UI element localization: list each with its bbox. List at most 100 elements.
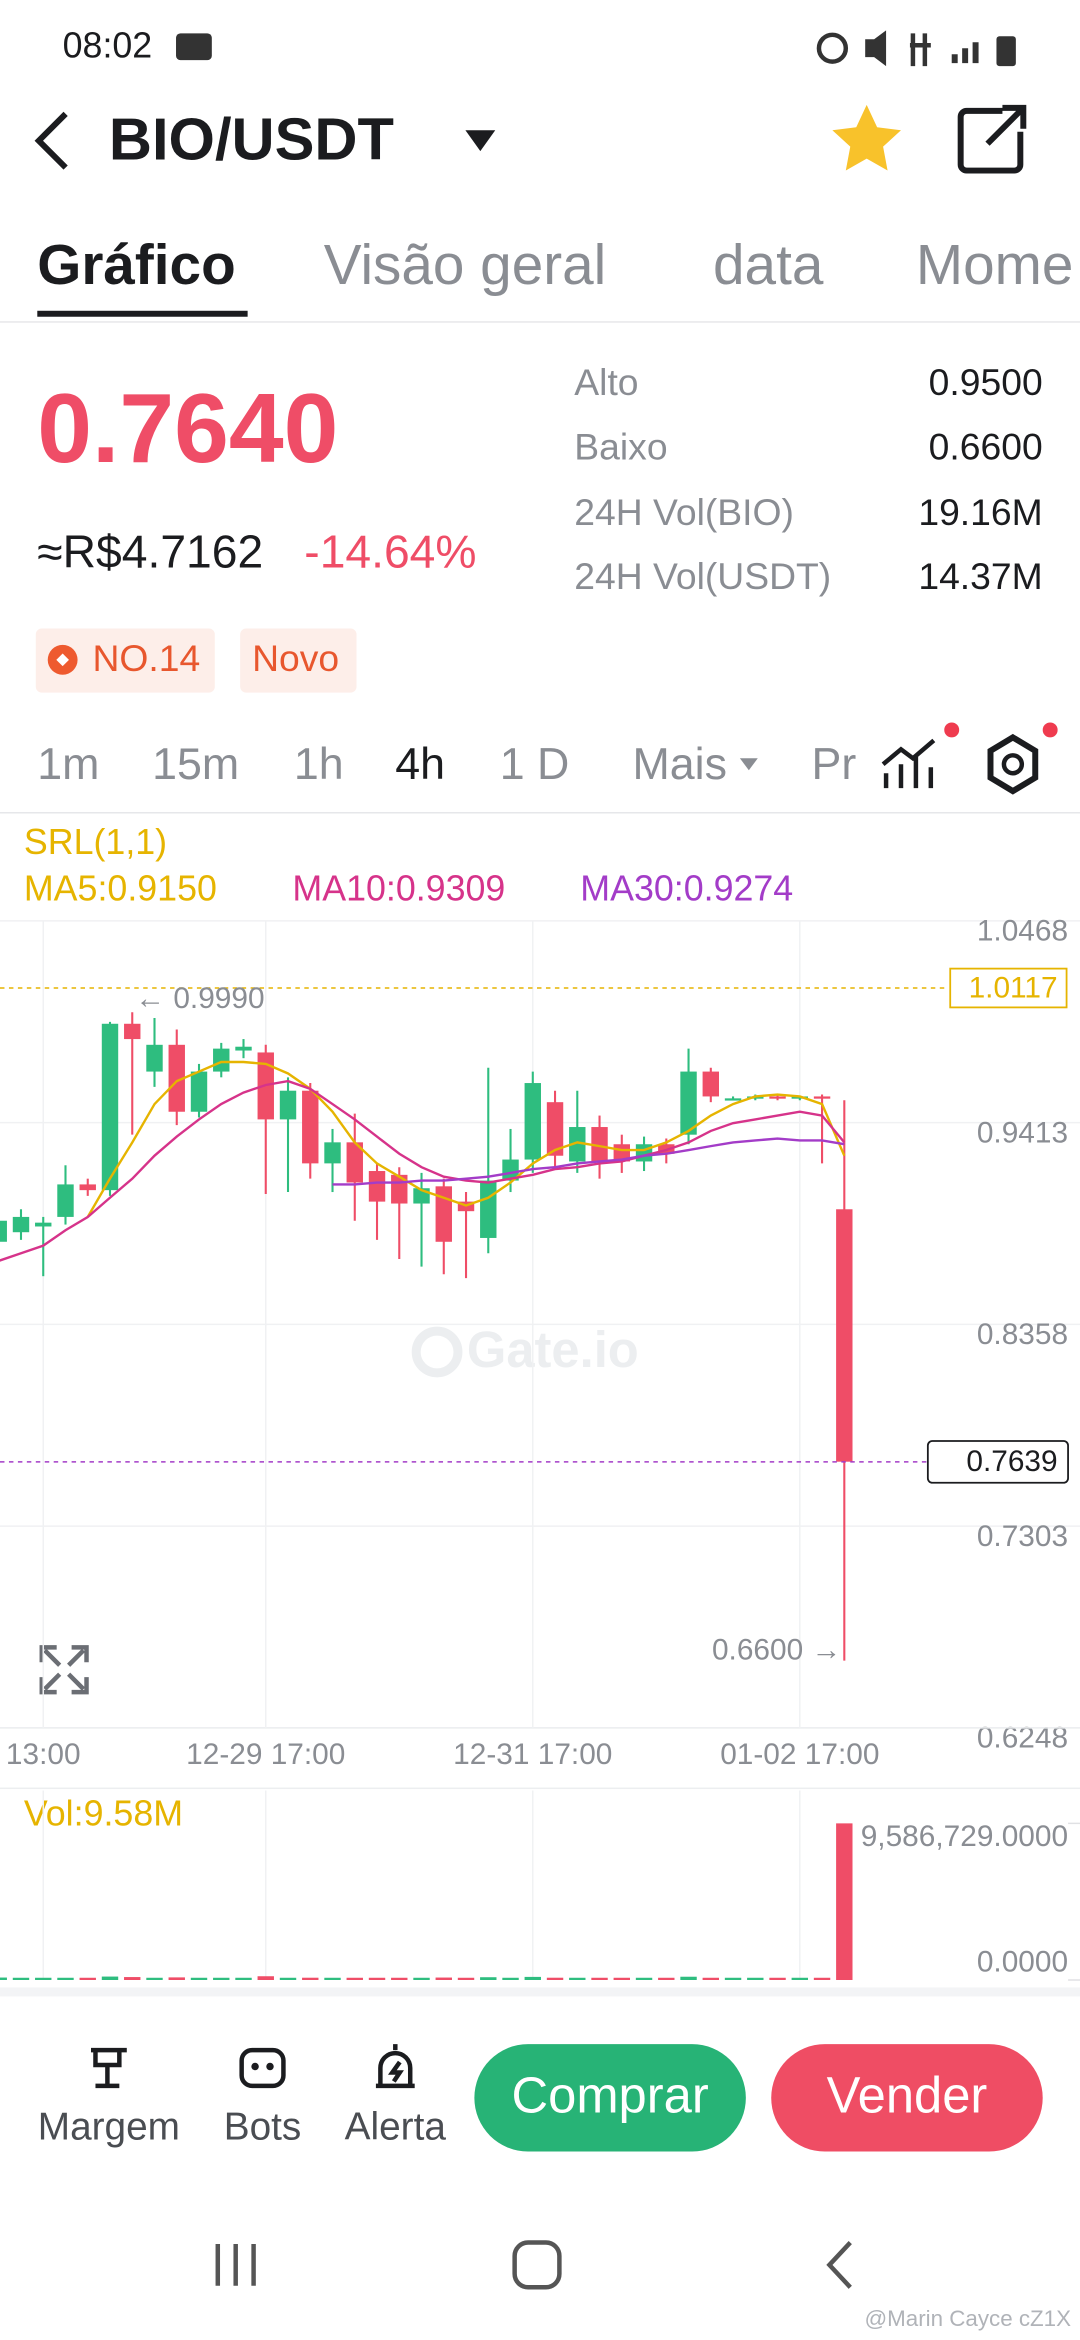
volume-bar <box>435 1977 452 1980</box>
reference-box <box>949 967 1068 1009</box>
y-tick-label: 0.0000 <box>977 1945 1068 1978</box>
volume-bar <box>146 1977 163 1980</box>
volume-bar <box>168 1977 185 1980</box>
indicator-button[interactable] <box>881 738 936 789</box>
volume-bar <box>0 1977 7 1980</box>
volume-bar <box>769 1977 786 1980</box>
legend-entry: MA30:0.9274 <box>580 869 793 909</box>
divider <box>0 1787 1080 1790</box>
candle-body <box>324 1142 341 1164</box>
stat-label: Alto <box>574 361 638 403</box>
tab[interactable]: Mome <box>916 234 1073 297</box>
status-icon <box>176 33 212 61</box>
rank-text: NO.14 <box>92 637 200 679</box>
interval[interactable]: 1h <box>294 739 344 789</box>
favorite-star[interactable] <box>832 104 901 171</box>
tab[interactable]: data <box>713 234 824 297</box>
tool-label[interactable]: Bots <box>224 2105 302 2148</box>
alarm-icon <box>816 32 849 64</box>
candle-body <box>368 1171 386 1202</box>
rank-badge[interactable] <box>35 628 215 693</box>
volume-bar <box>213 1977 230 1980</box>
nav-recents[interactable] <box>215 2244 256 2286</box>
tool-label[interactable]: Alerta <box>345 2105 447 2148</box>
new-text: Novo <box>252 637 339 679</box>
volume-bar <box>35 1977 52 1980</box>
legend-entry: MA5:0.9150 <box>24 869 217 909</box>
settings-button[interactable] <box>987 733 1039 795</box>
volume-bar <box>813 1977 831 1980</box>
candle-body <box>57 1184 74 1217</box>
ma-line <box>332 1137 845 1186</box>
divider <box>0 811 1080 814</box>
bots-icon <box>239 2047 286 2089</box>
volume-bar <box>457 1977 475 1980</box>
ma-line <box>86 1060 846 1218</box>
candle-body <box>146 1044 163 1072</box>
candle-body <box>591 1127 608 1162</box>
stat-value: 19.16M <box>918 491 1042 533</box>
settings-center <box>1001 753 1025 776</box>
tool-label[interactable]: Margem <box>38 2105 180 2148</box>
x-tick-label: 13:00 <box>6 1738 81 1771</box>
interval[interactable]: 1 D <box>500 739 570 789</box>
tab[interactable]: Visão geral <box>324 234 607 297</box>
y-tick-label: 0.9413 <box>977 1116 1068 1149</box>
x-tick-label: 12-29 17:00 <box>186 1738 345 1771</box>
price-change: -14.64% <box>304 526 476 578</box>
nav-back[interactable] <box>826 2241 852 2289</box>
nav-home[interactable] <box>512 2240 562 2290</box>
stat-label: 24H Vol(BIO) <box>574 491 794 533</box>
interval[interactable]: 15m <box>152 739 239 789</box>
volume-bar <box>235 1977 252 1980</box>
candle-body <box>79 1184 96 1191</box>
candle-body <box>35 1222 52 1227</box>
stat-value: 14.37M <box>918 555 1042 597</box>
srl-label: SRL(1,1) <box>24 822 167 862</box>
candle-body <box>480 1180 497 1238</box>
candle-body <box>168 1044 185 1112</box>
tab-underline <box>37 310 248 317</box>
volume-bar <box>635 1977 653 1980</box>
data-icon <box>909 33 931 67</box>
volume-bar <box>702 1977 720 1980</box>
y-tick-label: 9,586,729.0000 <box>861 1820 1068 1853</box>
sell-button[interactable] <box>771 2044 1043 2152</box>
notice-dot <box>1042 722 1058 738</box>
share-button[interactable] <box>957 104 1027 174</box>
volume-bar <box>791 1977 809 1980</box>
interval-more[interactable]: Mais <box>632 739 726 789</box>
interval[interactable]: 1m <box>37 739 99 789</box>
x-tick-label: 12-31 17:00 <box>453 1738 612 1771</box>
signal-icon <box>951 42 979 64</box>
y-tick-label: 0.8358 <box>977 1318 1068 1351</box>
volume-bar <box>502 1977 519 1980</box>
more-arrow <box>739 758 758 771</box>
notice-dot <box>944 722 960 738</box>
volume-bar <box>747 1977 764 1980</box>
interval[interactable]: Pr <box>811 739 856 789</box>
fullscreen-button[interactable] <box>39 1645 89 1695</box>
pair-title[interactable]: BIO/USDT <box>109 105 394 172</box>
volume-bar <box>302 1977 319 1980</box>
tab-active[interactable]: Gráfico <box>37 234 235 297</box>
y-tick-label: 0.6248 <box>977 1722 1068 1755</box>
legend-entry: MA10:0.9309 <box>292 869 505 909</box>
sell-label[interactable]: Vender <box>827 2067 988 2124</box>
candle-body <box>836 1209 853 1462</box>
last-price-box <box>926 1440 1069 1484</box>
candle-body <box>279 1090 297 1120</box>
alert-icon <box>375 2044 415 2089</box>
buy-label[interactable]: Comprar <box>512 2067 709 2124</box>
interval-active[interactable]: 4h <box>395 739 445 789</box>
pair-dropdown[interactable] <box>465 130 496 152</box>
fiat-price: ≈R$4.7162 <box>37 526 263 578</box>
buy-button[interactable] <box>474 2044 746 2152</box>
volume-bar <box>413 1977 430 1980</box>
watermark: Gate.io <box>467 1321 639 1378</box>
back-button[interactable] <box>34 111 68 170</box>
volume-bar <box>79 1977 96 1980</box>
